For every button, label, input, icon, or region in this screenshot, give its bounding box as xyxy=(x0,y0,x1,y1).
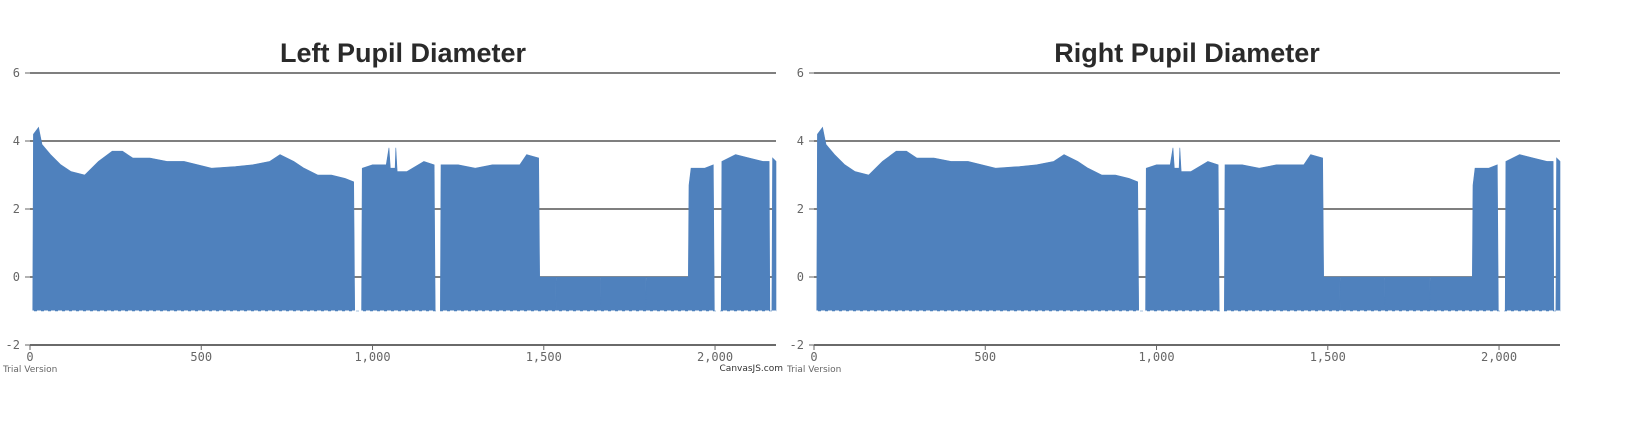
y-tick-label: -2 xyxy=(790,338,804,352)
chart-title: Right Pupil Diameter xyxy=(1054,38,1320,68)
y-tick-label: 0 xyxy=(797,270,804,284)
y-tick-label: 6 xyxy=(13,66,20,80)
x-tick-label: 2,000 xyxy=(1481,350,1517,364)
y-tick-label: 2 xyxy=(797,202,804,216)
x-tick-label: 500 xyxy=(974,350,996,364)
x-tick-label: 1,500 xyxy=(1310,350,1346,364)
x-tick-label: 500 xyxy=(190,350,212,364)
watermark: Trial Version xyxy=(2,365,57,375)
x-tick-label: 0 xyxy=(810,350,817,364)
y-tick-label: 4 xyxy=(797,134,804,148)
y-tick-label: 0 xyxy=(13,270,20,284)
area xyxy=(814,126,1561,312)
y-tick-label: 6 xyxy=(797,66,804,80)
y-tick-label: 4 xyxy=(13,134,20,148)
x-tick-label: 1,000 xyxy=(1138,350,1174,364)
x-tick-label: 0 xyxy=(26,350,33,364)
x-tick-label: 1,000 xyxy=(354,350,390,364)
x-tick-label: 1,500 xyxy=(526,350,562,364)
x-tick-label: 2,000 xyxy=(697,350,733,364)
credit: CanvasJS.com xyxy=(720,364,783,374)
chart-title: Left Pupil Diameter xyxy=(280,38,527,68)
watermark: Trial Version xyxy=(786,365,841,375)
area xyxy=(30,126,777,312)
y-tick-label: -2 xyxy=(6,338,20,352)
y-tick-label: 2 xyxy=(13,202,20,216)
